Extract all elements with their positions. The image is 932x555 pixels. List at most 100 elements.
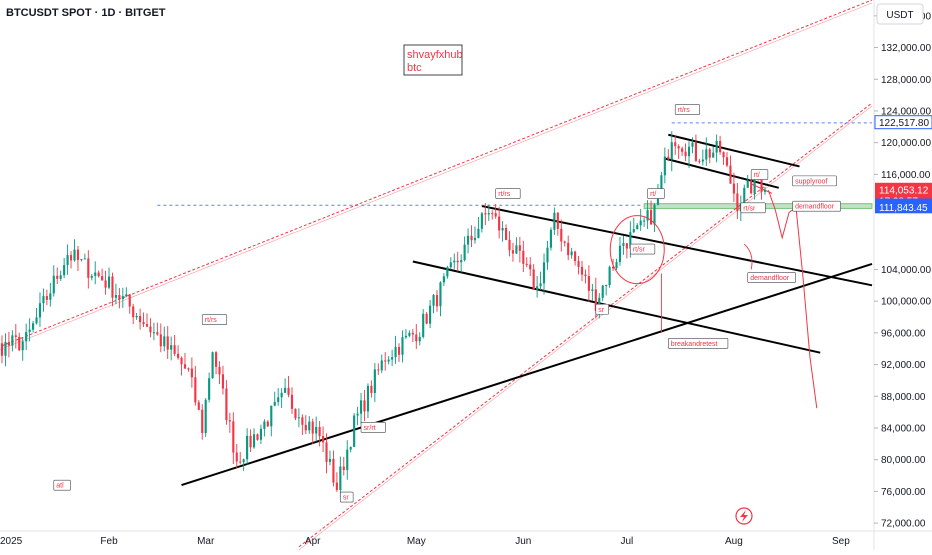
candle[interactable]	[301, 414, 304, 436]
candle[interactable]	[284, 378, 287, 393]
candle[interactable]	[332, 450, 335, 487]
candle[interactable]	[304, 415, 307, 435]
candle[interactable]	[456, 251, 459, 272]
candle[interactable]	[190, 357, 193, 388]
candle[interactable]	[56, 267, 59, 285]
candle[interactable]	[370, 380, 373, 398]
chart-annotation-label[interactable]: rt/rs	[495, 188, 521, 199]
candle[interactable]	[639, 208, 642, 231]
candle[interactable]	[732, 172, 735, 203]
candle[interactable]	[694, 134, 697, 163]
candle[interactable]	[197, 400, 200, 411]
candle[interactable]	[263, 419, 266, 437]
candle[interactable]	[719, 135, 722, 155]
candle[interactable]	[208, 372, 211, 403]
chart-annotation-label[interactable]: sr	[340, 491, 354, 503]
candle[interactable]	[266, 420, 269, 427]
candle[interactable]	[69, 251, 73, 269]
candle[interactable]	[411, 328, 414, 343]
candle[interactable]	[349, 446, 352, 453]
candle[interactable]	[563, 240, 566, 247]
candle[interactable]	[432, 293, 435, 314]
candle[interactable]	[294, 408, 297, 421]
candle[interactable]	[87, 250, 90, 289]
candle[interactable]	[722, 151, 725, 165]
chart-annotation-label[interactable]: rt/sr	[740, 202, 766, 214]
candle[interactable]	[580, 260, 584, 282]
candle[interactable]	[145, 313, 149, 328]
chart-annotation-label[interactable]: breakandretest	[668, 338, 729, 349]
candle[interactable]	[570, 247, 573, 259]
candle[interactable]	[708, 147, 711, 164]
candle[interactable]	[494, 203, 497, 219]
candle[interactable]	[622, 235, 625, 255]
candle[interactable]	[522, 240, 525, 272]
candle[interactable]	[325, 433, 328, 474]
candle[interactable]	[549, 227, 552, 251]
candle[interactable]	[687, 141, 691, 168]
candle[interactable]	[653, 203, 656, 232]
candle[interactable]	[553, 207, 556, 235]
candle[interactable]	[35, 307, 38, 325]
candle[interactable]	[235, 444, 238, 469]
candle[interactable]	[259, 424, 262, 444]
candle[interactable]	[256, 433, 259, 441]
candle[interactable]	[705, 137, 708, 166]
candle[interactable]	[498, 206, 501, 239]
candle[interactable]	[574, 250, 577, 266]
chart-annotation-label[interactable]: demandfloor	[747, 272, 796, 283]
candle[interactable]	[273, 391, 276, 407]
candle[interactable]	[663, 147, 666, 184]
candle[interactable]	[470, 225, 473, 248]
candle[interactable]	[446, 265, 449, 279]
candle[interactable]	[228, 412, 231, 433]
price-tag[interactable]: 111,843.45	[875, 200, 932, 214]
candle[interactable]	[556, 212, 559, 236]
candle[interactable]	[646, 200, 649, 229]
candle[interactable]	[38, 292, 42, 327]
candle[interactable]	[418, 332, 421, 346]
candle[interactable]	[363, 390, 366, 422]
candle[interactable]	[584, 269, 587, 284]
candle[interactable]	[546, 240, 549, 270]
channel-lower-line[interactable]	[298, 102, 873, 548]
candle[interactable]	[104, 270, 107, 295]
candle[interactable]	[21, 337, 24, 361]
candle[interactable]	[408, 330, 411, 338]
candle[interactable]	[670, 131, 673, 172]
candle[interactable]	[194, 365, 197, 406]
candle[interactable]	[7, 331, 10, 358]
flag-lower-trendline[interactable]	[664, 157, 780, 189]
candle[interactable]	[277, 388, 280, 406]
candle[interactable]	[156, 322, 159, 336]
candle[interactable]	[618, 236, 622, 266]
candle[interactable]	[121, 287, 124, 308]
candle[interactable]	[415, 324, 418, 349]
candle[interactable]	[725, 152, 729, 168]
candle[interactable]	[684, 143, 687, 162]
candle[interactable]	[204, 398, 207, 437]
candle[interactable]	[322, 426, 325, 453]
chart-annotation-label[interactable]: rt/rs	[674, 104, 701, 115]
candle[interactable]	[59, 270, 62, 282]
chart-annotation-label[interactable]: rt/rs	[201, 314, 228, 325]
candle[interactable]	[142, 312, 145, 327]
candle[interactable]	[163, 326, 166, 352]
chart-annotation-label[interactable]: rt/sr	[630, 243, 656, 255]
candle[interactable]	[491, 210, 494, 220]
candle[interactable]	[252, 428, 256, 449]
candle[interactable]	[246, 428, 249, 465]
candle[interactable]	[529, 257, 532, 277]
candle[interactable]	[536, 276, 539, 298]
candle[interactable]	[477, 216, 480, 239]
chart-annotation-label[interactable]: sr	[595, 303, 609, 315]
candle[interactable]	[460, 254, 463, 273]
candle[interactable]	[239, 452, 242, 465]
candle[interactable]	[359, 392, 363, 424]
candle[interactable]	[601, 284, 604, 302]
candle[interactable]	[125, 287, 128, 298]
candle[interactable]	[712, 146, 715, 158]
candle[interactable]	[577, 255, 580, 275]
candle[interactable]	[763, 186, 767, 195]
